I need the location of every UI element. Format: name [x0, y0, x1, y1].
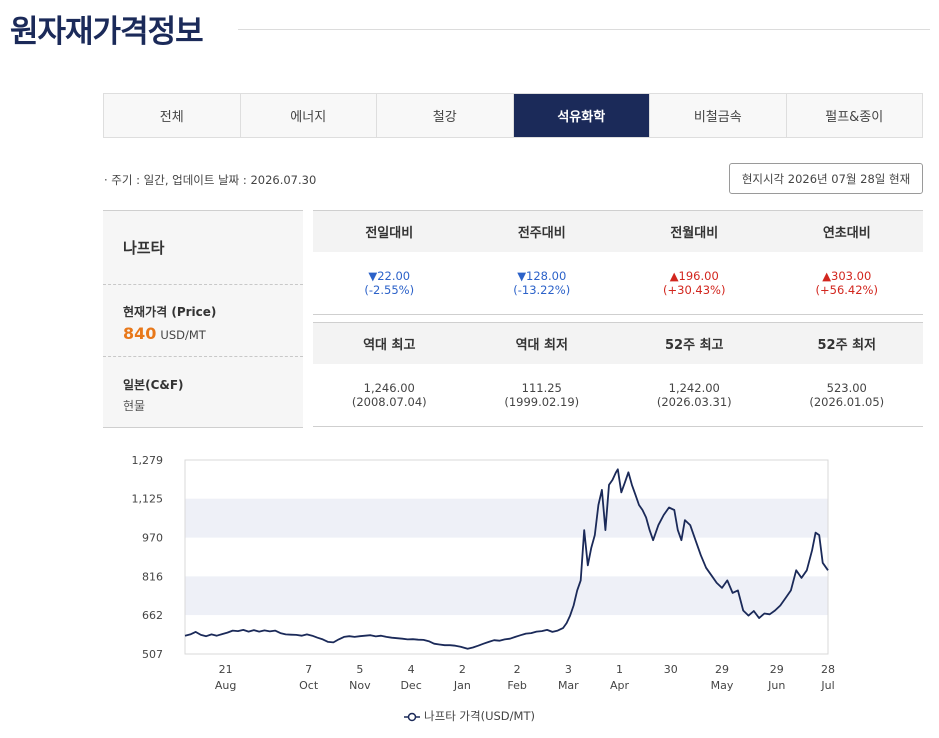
change-value: ▼128.00 [517, 269, 567, 283]
header-month-change: 전월대비 [670, 226, 719, 241]
record-value: 1,246.00 [363, 381, 415, 395]
y-tick-label: 816 [142, 570, 163, 583]
x-tick-month-label: Jul [820, 679, 834, 692]
change-percent: (-2.55%) [364, 283, 415, 297]
month-change-cell: ▲196.00 (+30.43%) [618, 252, 771, 314]
ytd-change-cell: ▲303.00 (+56.42%) [771, 252, 924, 314]
record-date: (1999.02.19) [504, 395, 580, 409]
tab-steel[interactable]: 철강 [377, 94, 514, 137]
record-date: (2026.03.31) [656, 395, 732, 409]
market-location: 일본(C&F) [123, 378, 184, 392]
change-percent: (+30.43%) [663, 283, 726, 297]
header-all-time-low: 역대 최저 [515, 338, 568, 353]
change-value: ▲303.00 [822, 269, 872, 283]
x-tick-month-label: Jan [453, 679, 471, 692]
x-tick-day-label: 4 [408, 663, 415, 676]
x-tick-month-label: Jun [767, 679, 785, 692]
change-percent: (+56.42%) [815, 283, 878, 297]
location-block: 일본(C&F) 현물 [103, 376, 303, 414]
y-tick-label: 507 [142, 648, 163, 661]
chart-legend[interactable]: 나프타 가격(USD/MT) [0, 708, 939, 724]
change-percent: (-13.22%) [513, 283, 571, 297]
update-info: · 주기 : 일간, 업데이트 날짜 : 2026.07.30 [104, 173, 317, 187]
chart-band [185, 576, 828, 616]
current-price: 840 [123, 324, 157, 343]
all-time-low-cell: 111.25 (1999.02.19) [466, 364, 619, 426]
commodity-name: 나프타 [123, 239, 165, 257]
header-all-time-high: 역대 최고 [363, 338, 416, 353]
category-tabs: 전체 에너지 철강 석유화학 비철금속 펄프&종이 [103, 93, 923, 138]
x-tick-month-label: Oct [299, 679, 319, 692]
all-time-high-cell: 1,246.00 (2008.07.04) [313, 364, 466, 426]
change-value: ▼22.00 [368, 269, 411, 283]
plot-frame [184, 459, 829, 655]
record-value: 111.25 [521, 381, 562, 395]
price-unit: USD/MT [160, 328, 206, 342]
record-value: 523.00 [826, 381, 867, 395]
tab-all[interactable]: 전체 [104, 94, 241, 137]
tab-pulp-paper[interactable]: 펄프&종이 [786, 94, 922, 137]
legend-marker-icon [404, 712, 421, 721]
x-tick-day-label: 7 [305, 663, 312, 676]
price-series-line [184, 468, 829, 650]
price-change-table: 전일대비 전주대비 전월대비 연초대비 ▼22.00 (-2.55%) ▼128… [313, 210, 923, 427]
x-tick-day-label: 2 [514, 663, 521, 676]
x-tick-day-label: 3 [565, 663, 572, 676]
tab-petrochemical[interactable]: 석유화학 [513, 94, 650, 137]
price-label: 현재가격 (Price) [123, 305, 217, 319]
week-change-cell: ▼128.00 (-13.22%) [466, 252, 619, 314]
x-tick-month-label: Dec [400, 679, 421, 692]
header-52w-low: 52주 최저 [817, 338, 877, 353]
record-date: (2008.07.04) [351, 395, 427, 409]
52w-high-cell: 1,242.00 (2026.03.31) [618, 364, 771, 426]
record-value-row: 1,246.00 (2008.07.04) 111.25 (1999.02.19… [313, 364, 923, 427]
page-title: 원자재가격정보 [10, 14, 204, 50]
x-tick-month-label: May [711, 679, 734, 692]
x-tick-day-label: 21 [219, 663, 233, 676]
title-divider [238, 29, 930, 30]
x-tick-month-label: Nov [349, 679, 371, 692]
x-tick-day-label: 29 [715, 663, 729, 676]
commodity-summary: 나프타 현재가격 (Price) 840 USD/MT 일본(C&F) 현물 [103, 210, 303, 428]
x-tick-day-label: 28 [821, 663, 835, 676]
chart-band [185, 498, 828, 538]
y-tick-label: 1,279 [132, 454, 164, 467]
x-tick-day-label: 29 [770, 663, 784, 676]
legend-label: 나프타 가격(USD/MT) [424, 709, 535, 723]
y-tick-label: 1,125 [132, 493, 164, 506]
x-tick-month-label: Mar [558, 679, 579, 692]
price-block: 현재가격 (Price) 840 USD/MT [103, 303, 303, 343]
change-value-row: ▼22.00 (-2.55%) ▼128.00 (-13.22%) ▲196.0… [313, 252, 923, 315]
trade-type: 현물 [123, 399, 146, 413]
change-header-row: 전일대비 전주대비 전월대비 연초대비 [313, 210, 923, 252]
x-tick-month-label: Feb [507, 679, 526, 692]
header-week-change: 전주대비 [517, 226, 566, 241]
day-change-cell: ▼22.00 (-2.55%) [313, 252, 466, 314]
record-header-row: 역대 최고 역대 최저 52주 최고 52주 최저 [313, 322, 923, 364]
divider [103, 284, 303, 285]
local-time-button[interactable]: 현지시각 2026년 07월 28일 현재 [729, 163, 923, 194]
tab-energy[interactable]: 에너지 [240, 94, 377, 137]
x-tick-day-label: 1 [616, 663, 623, 676]
y-tick-label: 662 [142, 609, 163, 622]
price-chart[interactable]: 507 662 816 970 1,125 1,279 21 Aug 7 Oct 5 Nov 4 Dec 2… [110, 450, 850, 735]
price-chart-svg[interactable]: 5076628169701,1251,27921Aug7Oct5Nov4Dec2… [110, 450, 850, 700]
record-date: (2026.01.05) [809, 395, 885, 409]
52w-low-cell: 523.00 (2026.01.05) [771, 364, 924, 426]
x-tick-day-label: 2 [459, 663, 466, 676]
header-ytd-change: 연초대비 [822, 226, 871, 241]
tab-nonferrous-metals[interactable]: 비철금속 [650, 94, 787, 137]
y-tick-label: 970 [142, 532, 163, 545]
record-value: 1,242.00 [668, 381, 720, 395]
x-tick-month-label: Aug [215, 679, 236, 692]
header-52w-high: 52주 최고 [665, 338, 724, 353]
x-tick-month-label: Apr [610, 679, 630, 692]
x-tick-day-label: 5 [356, 663, 363, 676]
header-day-change: 전일대비 [365, 226, 414, 241]
change-value: ▲196.00 [669, 269, 719, 283]
divider [103, 356, 303, 357]
x-tick-day-label: 30 [664, 663, 678, 676]
